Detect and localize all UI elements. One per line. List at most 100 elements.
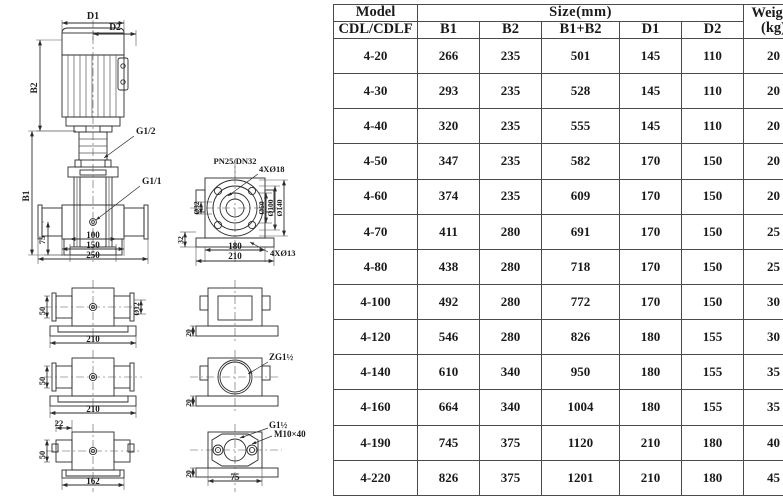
header-b1-plus-b2: B1+B2 [541, 20, 620, 39]
cell-d1: 210 [619, 424, 682, 461]
cell-weight: 25 [743, 213, 783, 250]
cell-d2: 155 [680, 389, 745, 426]
cell-model: 4-70 [333, 213, 418, 250]
cell-b1: 293 [417, 73, 480, 110]
label-dia-140: Ø140 [275, 199, 284, 216]
drawing-canvas: D1 D2 B2 B1 75 100 150 250 G1/2 G1/1 PN2… [22, 11, 306, 492]
pump-dimension-drawing: D1 D2 B2 B1 75 100 150 250 G1/2 G1/1 PN2… [0, 0, 330, 500]
cell-b2: 235 [479, 178, 542, 215]
cell-d1: 210 [619, 459, 682, 497]
cell-b1b2: 528 [541, 73, 620, 110]
cell-b1: 546 [417, 319, 480, 356]
table-row: 4-60 374 235 609 170 150 20 [333, 178, 783, 215]
cell-d1: 180 [619, 354, 682, 391]
cell-b2: 235 [479, 108, 542, 145]
cell-weight: 35 [743, 354, 783, 391]
label-bolt-m10: M10×40 [274, 429, 306, 439]
label-b1: B1 [22, 190, 32, 201]
table-header-row-1: Model Size(mm) Weight (kg) [333, 4, 783, 39]
label-50-c: 50 [37, 451, 47, 460]
cell-b1b2: 609 [541, 178, 620, 215]
cell-b2: 235 [479, 143, 542, 180]
cell-d1: 180 [619, 389, 682, 426]
label-thread-zg112: ZG1½ [269, 352, 294, 362]
cell-d1: 170 [619, 213, 682, 250]
cell-d2: 180 [680, 424, 745, 461]
cell-b1: 492 [417, 283, 480, 321]
label-32-vertical: 32 [176, 236, 185, 244]
cell-b1: 411 [417, 213, 480, 250]
label-20-a: 20 [184, 329, 193, 337]
cell-d1: 170 [619, 143, 682, 180]
cell-d2: 155 [680, 354, 745, 391]
label-bolt-4x18: 4XØ18 [259, 164, 285, 174]
label-thread-g112: G1½ [269, 420, 288, 430]
cell-d2: 150 [680, 178, 745, 215]
table-row: 4-120 546 280 826 180 155 30 [333, 319, 783, 356]
cell-d2: 180 [680, 459, 745, 497]
cell-d2: 150 [680, 143, 745, 180]
table-body: 4-20 266 235 501 145 110 20 4-30 293 235 528 145 110… [333, 37, 783, 497]
cell-d1: 145 [619, 108, 682, 145]
cell-b1: 320 [417, 108, 480, 145]
cell-d1: 145 [619, 73, 682, 110]
cell-b1: 664 [417, 389, 480, 426]
table-row: 4-160 664 340 1004 180 155 35 [333, 389, 783, 426]
label-210-a: 210 [228, 251, 242, 261]
label-50-a: 50 [37, 307, 47, 316]
cell-b1b2: 1004 [541, 389, 620, 426]
cell-b2: 340 [479, 389, 542, 426]
cell-b2: 340 [479, 354, 542, 391]
cell-model: 4-20 [333, 37, 418, 75]
cell-d2: 150 [680, 213, 745, 250]
specification-table-panel: Model Size(mm) Weight (kg) CDL/CDLF B1 B… [333, 4, 783, 497]
label-150: 150 [86, 240, 100, 250]
cell-model: 4-160 [333, 389, 418, 426]
cell-weight: 40 [743, 424, 783, 461]
header-b2: B2 [479, 20, 542, 39]
table-row: 4-220 826 375 1201 210 180 45 [333, 459, 783, 497]
cell-b1b2: 555 [541, 108, 620, 145]
header-weight: Weight (kg) [743, 4, 783, 39]
cell-b1: 826 [417, 459, 480, 497]
table-header-row-2: CDL/CDLF B1 B2 B1+B2 D1 D2 [333, 20, 783, 39]
cell-model: 4-40 [333, 108, 418, 145]
cell-d2: 150 [680, 283, 745, 321]
table-row: 4-140 610 340 950 180 155 35 [333, 354, 783, 391]
cell-weight: 45 [743, 459, 783, 497]
cell-d2: 150 [680, 248, 745, 285]
cell-d2: 110 [680, 73, 745, 110]
cell-model: 4-120 [333, 319, 418, 356]
cell-model: 4-190 [333, 424, 418, 461]
cell-d1: 180 [619, 319, 682, 356]
label-flange-spec: PN25/DN32 [214, 156, 257, 166]
cell-b2: 280 [479, 283, 542, 321]
label-thread-g12: G1/2 [136, 127, 156, 137]
label-bolt-4x13: 4XØ13 [270, 248, 296, 258]
header-b1: B1 [417, 20, 480, 39]
label-b2: B2 [30, 82, 40, 93]
cell-b1b2: 826 [541, 319, 620, 356]
cell-d1: 170 [619, 178, 682, 215]
cell-b1: 347 [417, 143, 480, 180]
label-d1: D1 [87, 11, 99, 22]
label-210-c: 210 [86, 404, 100, 414]
specification-table: Model Size(mm) Weight (kg) CDL/CDLF B1 B… [333, 4, 783, 497]
label-dia-60: Ø60 [257, 201, 266, 215]
cell-model: 4-80 [333, 248, 418, 285]
cell-b1: 438 [417, 248, 480, 285]
table-row: 4-50 347 235 582 170 150 20 [333, 143, 783, 180]
cell-d2: 155 [680, 319, 745, 356]
label-250: 250 [86, 250, 100, 260]
table-row: 4-100 492 280 772 170 150 30 [333, 283, 783, 321]
cell-b1b2: 1120 [541, 424, 620, 461]
cell-b2: 280 [479, 248, 542, 285]
header-d1: D1 [619, 20, 682, 39]
cell-b1: 610 [417, 354, 480, 391]
header-d2: D2 [680, 20, 745, 39]
cell-b1b2: 501 [541, 37, 620, 75]
table-row: 4-70 411 280 691 170 150 25 [333, 213, 783, 250]
header-model: Model [333, 4, 418, 22]
header-model-sub: CDL/CDLF [333, 20, 418, 39]
cell-weight: 30 [743, 319, 783, 356]
